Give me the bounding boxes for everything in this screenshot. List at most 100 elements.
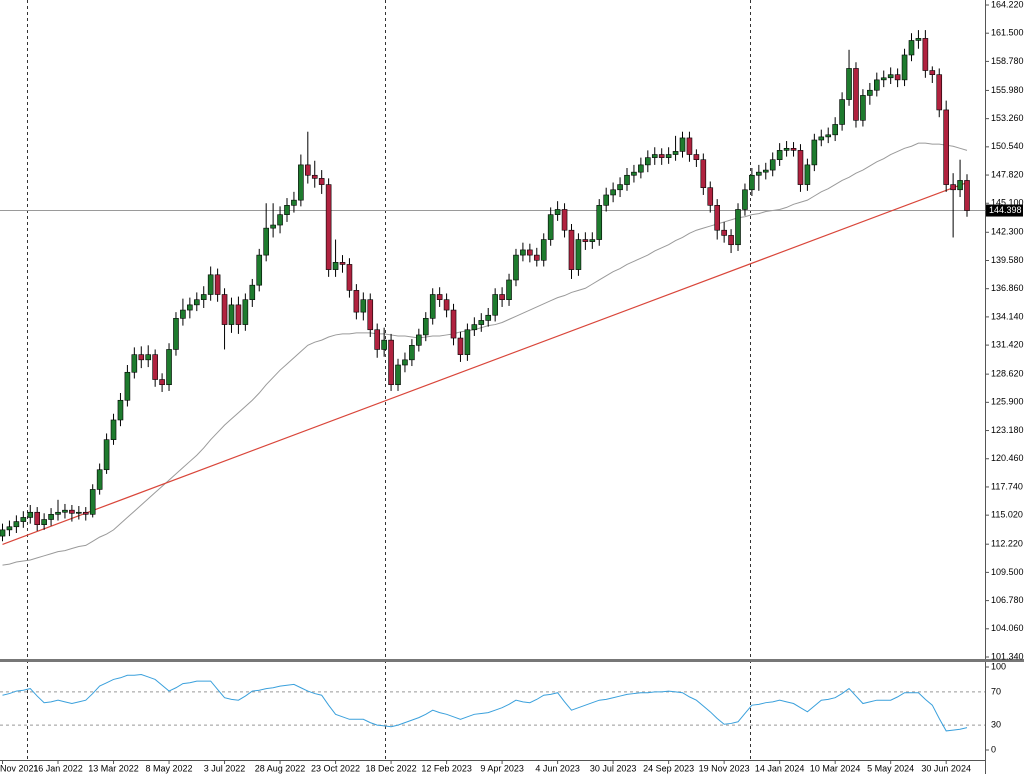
candle-body [700,159,707,189]
candle-body [478,320,485,325]
candle-body [103,439,110,471]
candle-body [298,164,304,201]
candle-body [249,284,256,300]
candle-body [797,150,804,185]
candle-body [228,304,235,325]
candle-body [291,199,297,206]
y-tick-label: 104.060 [991,623,1024,633]
candle-body [277,214,283,226]
candle-body [374,329,380,350]
candle-body [707,187,714,206]
candle-body [325,184,332,270]
y-tick-label: 100 [991,661,1006,671]
last-price-box [986,204,1023,217]
candle-body [443,299,450,311]
candle-body [735,209,741,246]
candle-body [117,399,124,421]
x-tick-label: Nov 2021 [0,763,39,773]
candle-body [207,274,214,295]
candle-body [27,511,34,518]
candle-body [193,299,200,306]
candle-body [714,205,721,231]
candle-body [631,171,637,176]
y-tick-label: 117.740 [991,481,1023,491]
candle-body [69,509,75,514]
candle-body [776,150,783,161]
candle-body [513,254,519,281]
candle-body [520,249,526,256]
x-tick-label: 5 May 2024 [867,763,914,773]
moving-average [2,142,968,566]
candle-body [540,239,547,261]
candle-body [159,379,165,386]
y-tick-label: 158.780 [991,56,1024,66]
candle-body [804,164,811,185]
candle-body [603,194,609,206]
candle-body [790,147,797,151]
candle-body [554,209,561,215]
x-tick-label: 18 Dec 2022 [366,763,417,773]
candle-body [41,519,47,525]
x-tick-label: 10 Mar 2024 [810,763,861,773]
y-tick-label: 155.980 [991,85,1024,95]
candle-body [429,294,436,319]
candle-body [769,159,776,171]
candle-body [853,68,859,121]
y-tick-label: 70 [991,686,1001,696]
candle-body [450,309,457,339]
candle-body [187,304,193,311]
y-tick-label: 106.780 [991,595,1024,605]
candle-body [270,224,276,229]
candle-body [180,309,186,319]
y-tick-label: 139.580 [991,255,1024,265]
candle-body [360,299,367,313]
candle-body [873,79,880,91]
candle-body [492,294,498,316]
candle-body [464,329,471,355]
trend-line [2,181,968,545]
x-tick-label: 30 Jun 2024 [921,763,971,773]
x-tick-label: 13 Mar 2022 [88,763,139,773]
y-tick-label: 142.300 [991,227,1024,237]
candle-body [55,511,61,515]
x-tick-label: 28 Aug 2022 [255,763,306,773]
candle-body [318,178,325,185]
y-tick-label: 161.500 [991,28,1024,38]
candle-body [547,214,554,240]
candle-body [436,294,443,300]
candle-body [846,68,852,100]
candle-body [693,154,700,161]
candle-body [887,74,894,79]
x-tick-label: 12 Feb 2023 [421,763,472,773]
candle-body [395,364,401,386]
y-tick-label: 109.500 [991,567,1024,577]
candle-body [575,239,582,270]
candle-body [138,354,145,361]
candle-body [728,235,734,246]
candle-body [527,249,533,256]
candle-body [6,526,13,531]
candle-body [485,314,492,321]
candle-body [214,274,221,295]
candle-body [957,180,963,191]
candle-body [457,337,464,355]
candle-body [152,354,158,380]
candle-body [658,154,665,158]
candle-body [332,262,339,270]
candle-body [964,180,970,211]
candle-body [922,38,929,71]
y-tick-label: 136.860 [991,283,1024,293]
candle-body [950,184,956,191]
candle-body [908,40,915,56]
candle-body [422,318,429,336]
candle-body [686,137,693,155]
y-tick-label: 147.820 [991,169,1024,179]
y-tick-label: 128.620 [991,369,1024,379]
y-tick-label: 150.540 [991,141,1024,151]
candle-body [894,74,901,81]
candle-body [506,279,512,300]
x-tick-label: 14 Jan 2024 [755,763,805,773]
candle-body [839,99,845,125]
